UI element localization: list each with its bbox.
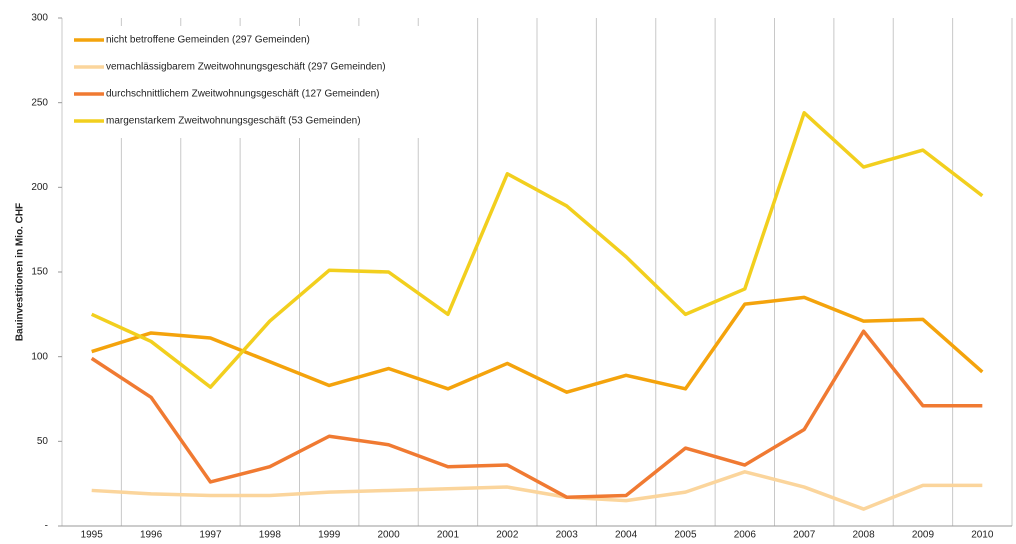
legend-box bbox=[66, 26, 434, 138]
x-tick-label: 2006 bbox=[734, 530, 757, 539]
y-tick-label: 250 bbox=[31, 97, 48, 108]
legend-label: margenstarkem Zweitwohnungsgeschäft (53 … bbox=[106, 116, 361, 127]
y-tick-label: 300 bbox=[31, 13, 48, 24]
legend-label: nicht betroffene Gemeinden (297 Gemeinde… bbox=[106, 35, 310, 46]
x-tick-label: 2002 bbox=[496, 530, 519, 539]
y-axis-label: Bauinvestitionen in Mio. CHF bbox=[15, 203, 26, 341]
y-tick-label: - bbox=[45, 521, 48, 532]
y-tick-label: 200 bbox=[31, 182, 48, 193]
x-tick-label: 2004 bbox=[615, 530, 638, 539]
x-tick-label: 2007 bbox=[793, 530, 816, 539]
legend-label: vemachlässigbarem Zweitwohnungsgeschäft … bbox=[106, 62, 386, 73]
series-line bbox=[91, 470, 983, 511]
x-tick-label: 2008 bbox=[852, 530, 875, 539]
x-tick-label: 1999 bbox=[318, 530, 341, 539]
series-line bbox=[91, 295, 984, 394]
y-tick-label: 150 bbox=[31, 267, 48, 278]
y-tick-label: 50 bbox=[37, 436, 49, 447]
x-tick-label: 2009 bbox=[912, 530, 935, 539]
series-line bbox=[90, 329, 983, 499]
legend-label: durchschnittlichem Zweitwohnungsgeschäft… bbox=[106, 89, 379, 100]
x-tick-label: 1997 bbox=[199, 530, 222, 539]
x-tick-label: 1998 bbox=[259, 530, 282, 539]
series-line bbox=[90, 111, 984, 389]
x-tick-label: 2000 bbox=[377, 530, 400, 539]
y-tick-label: 100 bbox=[31, 351, 48, 362]
x-tick-label: 1996 bbox=[140, 530, 163, 539]
x-tick-label: 1995 bbox=[81, 530, 104, 539]
x-tick-label: 2010 bbox=[971, 530, 994, 539]
x-tick-label: 2005 bbox=[674, 530, 697, 539]
x-tick-label: 2003 bbox=[556, 530, 579, 539]
x-tick-label: 2001 bbox=[437, 530, 460, 539]
